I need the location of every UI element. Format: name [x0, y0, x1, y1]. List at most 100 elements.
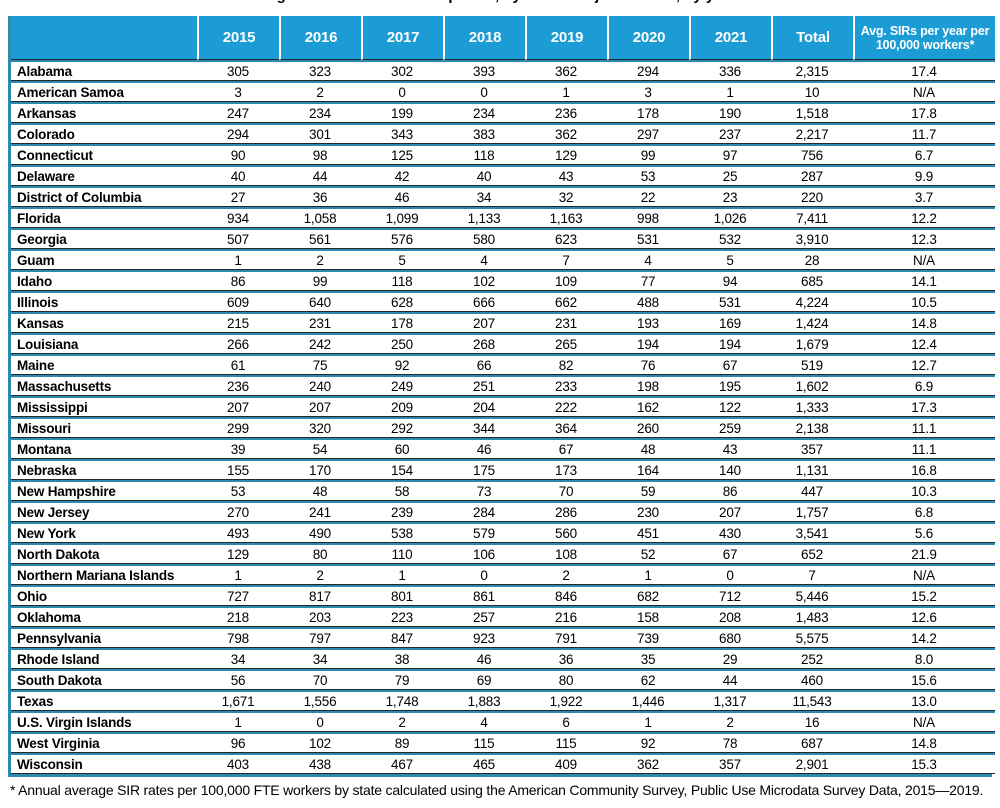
value-cell: 17.4	[853, 60, 995, 81]
value-cell: 40	[443, 165, 525, 186]
value-cell: 538	[361, 522, 443, 543]
value-cell: 1	[197, 249, 279, 270]
clipped-page-title: Figure. Number of SIRs reported, by stat…	[8, 0, 992, 6]
state-name-cell: Delaware	[11, 165, 197, 186]
table-row: New Hampshire 53 48 58 73 70 59 86 447 10.3	[11, 480, 995, 501]
table-row: Louisiana 266 242 250 268 265 194 194 1,679 12.4	[11, 333, 995, 354]
value-cell: 48	[279, 480, 361, 501]
value-cell: 6.7	[853, 144, 995, 165]
table-row: Delaware 40 44 42 40 43 53 25 287 9.9	[11, 165, 995, 186]
value-cell: 13.0	[853, 690, 995, 711]
value-cell: N/A	[853, 564, 995, 585]
table-row: New Jersey 270 241 239 284 286 230 207 1,757 6.8	[11, 501, 995, 522]
value-cell: 208	[689, 606, 771, 627]
table-row: Idaho 86 99 118 102 109 77 94 685 14.1	[11, 270, 995, 291]
state-name-cell: Montana	[11, 438, 197, 459]
value-cell: 92	[361, 354, 443, 375]
value-cell: 170	[279, 459, 361, 480]
value-cell: 207	[689, 501, 771, 522]
value-cell: 67	[689, 354, 771, 375]
value-cell: 77	[607, 270, 689, 291]
value-cell: 109	[525, 270, 607, 291]
table-row: District of Columbia 27 36 46 34 32 22 23 220 3.7	[11, 186, 995, 207]
value-cell: 236	[197, 375, 279, 396]
value-cell: 239	[361, 501, 443, 522]
value-cell: 252	[771, 648, 853, 669]
state-name-cell: Massachusetts	[11, 375, 197, 396]
value-cell: 48	[607, 438, 689, 459]
value-cell: 11.7	[853, 123, 995, 144]
column-header: Avg. SIRs per year per 100,000 workers*	[853, 16, 995, 60]
value-cell: 801	[361, 585, 443, 606]
value-cell: 10.3	[853, 480, 995, 501]
value-cell: 222	[525, 396, 607, 417]
value-cell: 58	[361, 480, 443, 501]
value-cell: 364	[525, 417, 607, 438]
value-cell: 223	[361, 606, 443, 627]
column-header: 2019	[525, 16, 607, 60]
value-cell: 357	[771, 438, 853, 459]
value-cell: 1,026	[689, 207, 771, 228]
column-header: 2016	[279, 16, 361, 60]
value-cell: 438	[279, 753, 361, 774]
value-cell: 7	[771, 564, 853, 585]
value-cell: 249	[361, 375, 443, 396]
state-name-cell: Illinois	[11, 291, 197, 312]
value-cell: 507	[197, 228, 279, 249]
value-cell: 250	[361, 333, 443, 354]
value-cell: 12.3	[853, 228, 995, 249]
state-name-cell: American Samoa	[11, 81, 197, 102]
value-cell: 292	[361, 417, 443, 438]
value-cell: 1,058	[279, 207, 361, 228]
value-cell: 2,217	[771, 123, 853, 144]
value-cell: 4,224	[771, 291, 853, 312]
value-cell: 1,922	[525, 690, 607, 711]
value-cell: 162	[607, 396, 689, 417]
value-cell: 80	[525, 669, 607, 690]
value-cell: 53	[607, 165, 689, 186]
value-cell: 6.9	[853, 375, 995, 396]
value-cell: 1	[607, 564, 689, 585]
value-cell: 465	[443, 753, 525, 774]
value-cell: 10.5	[853, 291, 995, 312]
table-row: West Virginia 96 102 89 115 115 92 78 687 14.8	[11, 732, 995, 753]
value-cell: 11.1	[853, 417, 995, 438]
value-cell: 17.8	[853, 102, 995, 123]
column-header: 2021	[689, 16, 771, 60]
value-cell: 662	[525, 291, 607, 312]
value-cell: N/A	[853, 249, 995, 270]
value-cell: 21.9	[853, 543, 995, 564]
value-cell: 175	[443, 459, 525, 480]
value-cell: 284	[443, 501, 525, 522]
value-cell: 998	[607, 207, 689, 228]
value-cell: 129	[197, 543, 279, 564]
value-cell: 409	[525, 753, 607, 774]
value-cell: 62	[607, 669, 689, 690]
value-cell: 934	[197, 207, 279, 228]
value-cell: 97	[689, 144, 771, 165]
value-cell: 268	[443, 333, 525, 354]
value-cell: 0	[689, 564, 771, 585]
state-name-cell: Mississippi	[11, 396, 197, 417]
value-cell: 739	[607, 627, 689, 648]
value-cell: 362	[607, 753, 689, 774]
value-cell: 1,131	[771, 459, 853, 480]
value-cell: 357	[689, 753, 771, 774]
state-name-cell: Ohio	[11, 585, 197, 606]
value-cell: 207	[443, 312, 525, 333]
value-cell: 286	[525, 501, 607, 522]
state-name-cell: Missouri	[11, 417, 197, 438]
value-cell: 8.0	[853, 648, 995, 669]
value-cell: 0	[361, 81, 443, 102]
value-cell: 28	[771, 249, 853, 270]
value-cell: 237	[689, 123, 771, 144]
value-cell: 115	[525, 732, 607, 753]
value-cell: 234	[279, 102, 361, 123]
value-cell: 3	[197, 81, 279, 102]
value-cell: 2,315	[771, 60, 853, 81]
value-cell: 579	[443, 522, 525, 543]
value-cell: 40	[197, 165, 279, 186]
value-cell: 393	[443, 60, 525, 81]
value-cell: 10	[771, 81, 853, 102]
table-row: Alabama 305 323 302 393 362 294 336 2,315 17.4	[11, 60, 995, 81]
